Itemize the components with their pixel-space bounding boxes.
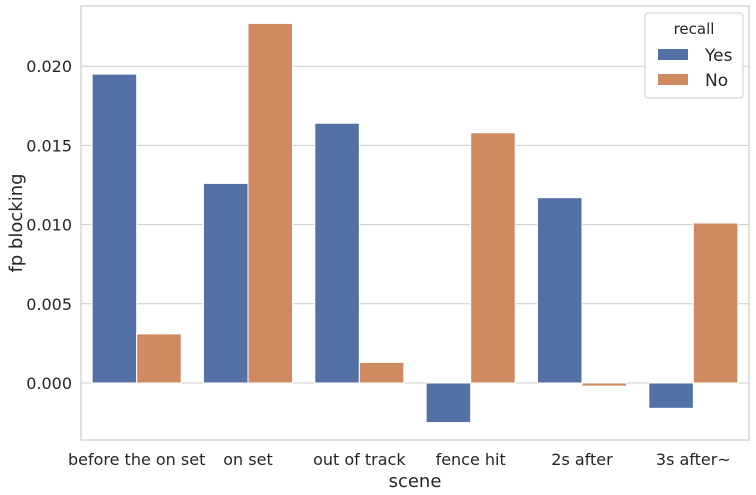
y-tick-label: 0.015 <box>26 136 72 155</box>
bar-yes <box>425 382 472 424</box>
y-tick-label: 0.010 <box>26 216 72 235</box>
bar-no <box>581 382 628 387</box>
y-axis-label: fp blocking <box>6 173 27 272</box>
plot-frame <box>80 5 750 441</box>
bar-no <box>358 361 405 384</box>
legend-swatch-no <box>658 74 688 85</box>
x-tick-label: fence hit <box>436 450 506 469</box>
bar-no <box>136 333 182 384</box>
bar-no <box>470 132 516 384</box>
y-tick-label: 0.020 <box>26 57 72 76</box>
bar-no <box>247 22 294 384</box>
y-tick-labels: 0.000 0.005 0.010 0.015 0.020 <box>26 57 72 393</box>
bar-yes <box>648 382 694 409</box>
x-tick-label: 2s after <box>551 450 613 469</box>
x-tick-label: on set <box>223 450 272 469</box>
legend-swatch-yes <box>658 49 688 60</box>
y-tick-label: 0.005 <box>26 295 72 314</box>
x-tick-labels: before the on set on set out of track fence… <box>68 450 731 469</box>
gridlines <box>81 65 749 384</box>
legend: recall Yes No <box>644 12 744 99</box>
x-tick-label: 3s after~ <box>656 450 731 469</box>
legend-items: Yes No <box>658 46 733 91</box>
bar-yes <box>314 122 360 384</box>
x-tick-label: before the on set <box>68 450 205 469</box>
bar-yes <box>536 197 583 384</box>
legend-label-yes: Yes <box>704 46 733 66</box>
bar-no <box>692 222 739 384</box>
y-tick-label: 0.000 <box>26 374 72 393</box>
legend-label-no: No <box>705 71 728 91</box>
x-axis-label: scene <box>389 471 442 492</box>
x-tick-label: out of track <box>313 450 406 469</box>
bar-yes <box>202 182 249 384</box>
bars <box>91 22 739 424</box>
bar-yes <box>91 73 138 384</box>
legend-title: recall <box>674 20 715 38</box>
